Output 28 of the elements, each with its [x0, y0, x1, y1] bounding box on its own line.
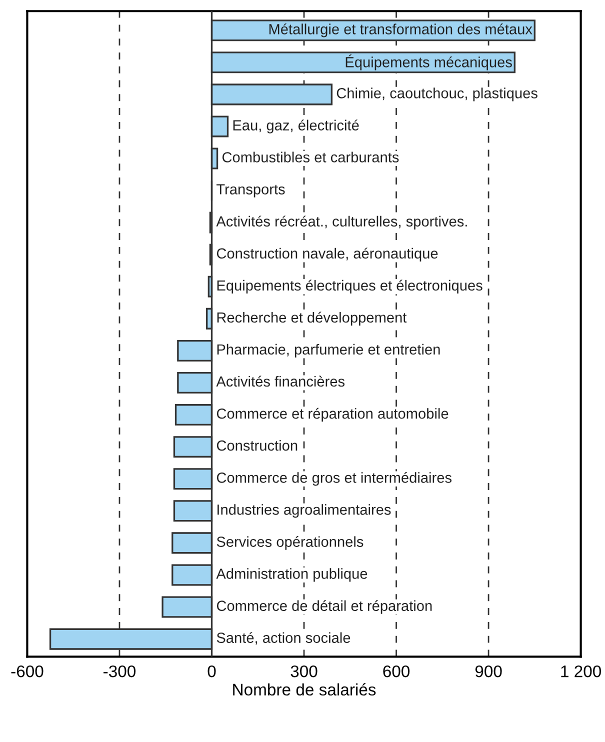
x-tick-label: 1 200 [561, 665, 602, 678]
x-tick-label: -600 [11, 665, 44, 678]
y-tick-label: Administration publique [216, 568, 368, 582]
y-tick-label: Construction navale, aéronautique [216, 248, 438, 262]
y-tick-label: Chimie, caoutchouc, plastiques [336, 88, 538, 102]
y-tick-label: Services opérationnels [216, 536, 364, 550]
y-tick-label: Commerce et réparation automobile [216, 408, 448, 422]
y-tick-label: Recherche et développement [217, 312, 407, 326]
x-tick-label: 900 [475, 665, 502, 678]
y-tick-label: Santé, action sociale [216, 632, 350, 645]
y-tick-label: Combustibles et carburants [222, 152, 399, 162]
y-tick-label: Industries agroalimentaires [218, 504, 391, 518]
y-tick-label: Métallurgie et transformation des métaux [269, 23, 532, 38]
y-tick-label: Activités financières [216, 376, 345, 387]
x-axis-title: Nombre de salariés [233, 683, 376, 696]
y-tick-label: Commerce de détail et réparation [216, 600, 432, 614]
y-tick-label: Transports [216, 184, 285, 198]
y-tick-label: Commerce de gros et intermédiaires [216, 472, 452, 486]
y-tick-label: Activités récréat., culturelles, sportives. [216, 216, 467, 230]
y-tick-label: Pharmacie, parfumerie et entretien [217, 344, 440, 358]
x-tick-label: -300 [104, 665, 136, 678]
x-tick-label: 0 [208, 665, 216, 678]
y-tick-label: Eau, gaz, électricité [233, 120, 359, 134]
y-tick-label: Construction [216, 440, 298, 451]
y-tick-label: Équipements mécaniques [346, 54, 512, 70]
x-tick-label: 600 [383, 665, 410, 678]
x-tick-label: 300 [290, 665, 318, 678]
y-tick-label: Equipements électriques et électroniques [217, 280, 482, 294]
